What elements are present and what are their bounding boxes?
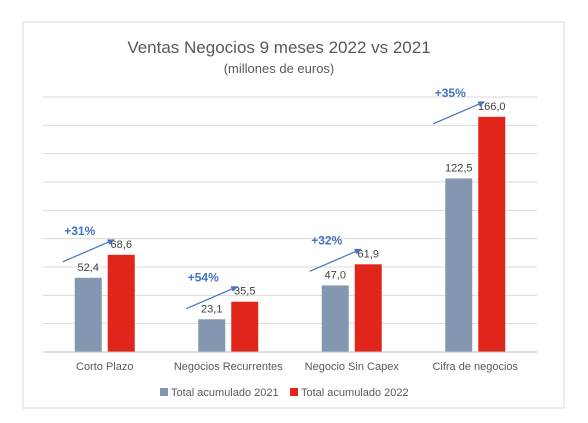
bar-2021 bbox=[445, 178, 473, 352]
growth-arrow bbox=[62, 239, 115, 263]
bar-2022 bbox=[354, 264, 382, 352]
growth-annotations: +31% +54% +32% +35% bbox=[62, 86, 486, 310]
x-tick-label: Negocio Sin Capex bbox=[305, 361, 400, 373]
x-tick-label: Negocios Recurrentes bbox=[174, 361, 283, 373]
data-label: 68,6 bbox=[111, 239, 132, 251]
data-label: 23,1 bbox=[201, 303, 222, 315]
legend-label-2022: Total acumulado 2022 bbox=[301, 387, 409, 399]
bar-2021 bbox=[198, 319, 226, 352]
legend-swatch-2021 bbox=[160, 388, 168, 396]
x-axis: Corto Plazo Negocios Recurrentes Negocio S… bbox=[43, 351, 537, 373]
growth-arrow bbox=[433, 101, 486, 125]
bar-2022 bbox=[478, 116, 506, 352]
x-tick-label: Corto Plazo bbox=[76, 361, 133, 373]
data-label: 35,5 bbox=[234, 286, 255, 298]
bar-2021 bbox=[74, 277, 102, 352]
data-label: 47,0 bbox=[325, 269, 346, 281]
legend-label-2021: Total acumulado 2021 bbox=[171, 387, 279, 399]
growth-label: +32% bbox=[311, 233, 342, 247]
growth-label: +31% bbox=[64, 224, 95, 238]
bar-2022 bbox=[231, 301, 259, 352]
legend: Total acumulado 2021 Total acumulado 202… bbox=[160, 387, 409, 399]
chart-title: Ventas Negocios 9 meses 2022 vs 2021 bbox=[127, 38, 430, 57]
growth-label: +54% bbox=[188, 271, 219, 285]
bar-2021 bbox=[321, 285, 349, 352]
data-label: 61,9 bbox=[358, 248, 379, 260]
legend-swatch-2022 bbox=[290, 388, 298, 396]
x-tick-label: Cifra de negocios bbox=[432, 361, 518, 373]
growth-arrow bbox=[309, 248, 362, 272]
growth-arrow bbox=[186, 286, 239, 310]
data-label: 52,4 bbox=[78, 262, 99, 274]
chart-subtitle: (millones de euros) bbox=[224, 61, 335, 76]
bar-2022 bbox=[107, 254, 135, 352]
data-label: 122,5 bbox=[445, 162, 473, 174]
bars bbox=[74, 116, 506, 352]
growth-label: +35% bbox=[435, 86, 466, 100]
